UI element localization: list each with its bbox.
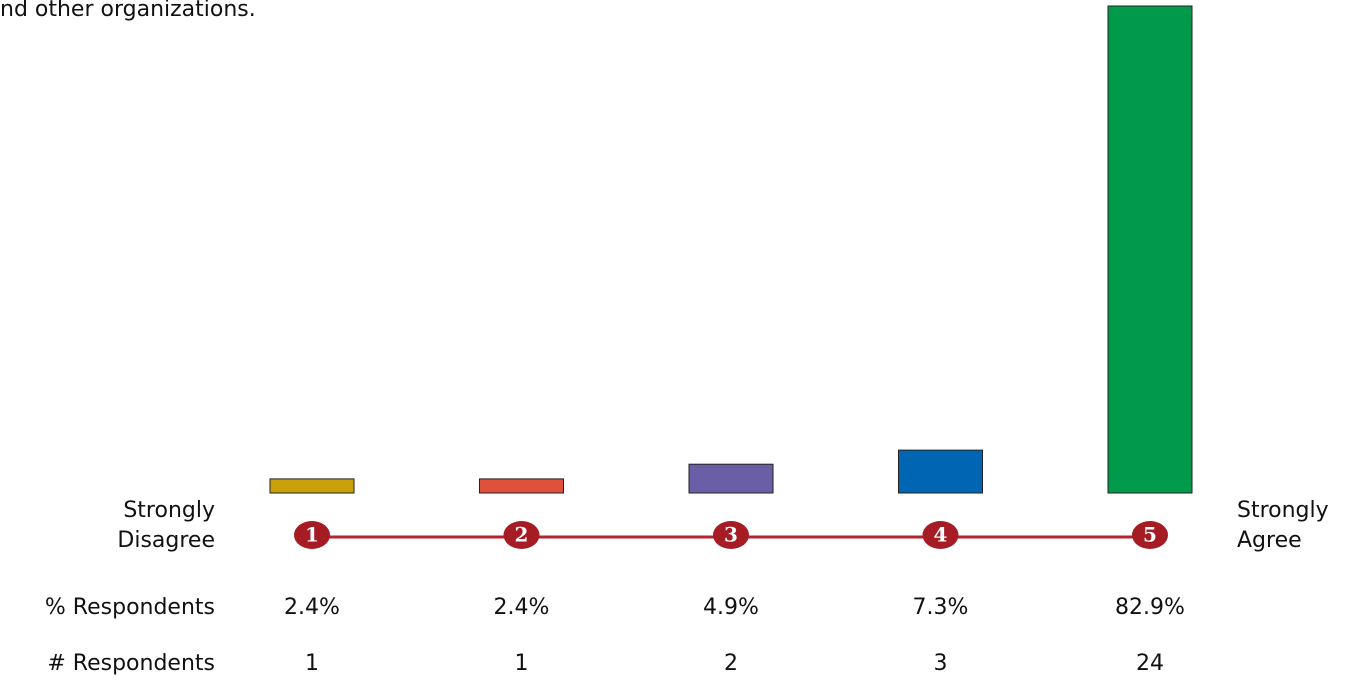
category-label: 4 bbox=[934, 523, 948, 547]
row-label: # Respondents bbox=[47, 651, 215, 676]
count-label: 2 bbox=[724, 651, 738, 676]
category-label: 2 bbox=[515, 523, 529, 547]
count-label: 1 bbox=[305, 651, 319, 676]
value-label: 82.9% bbox=[1115, 595, 1185, 620]
bar bbox=[479, 478, 564, 494]
value-label: 2.4% bbox=[494, 595, 550, 620]
value-label: 2.4% bbox=[284, 595, 340, 620]
category-label: 1 bbox=[305, 523, 319, 547]
count-label: 1 bbox=[515, 651, 529, 676]
bar bbox=[1107, 5, 1193, 494]
scale-point bbox=[713, 521, 749, 549]
count-label: 24 bbox=[1136, 651, 1164, 676]
row-label: % Respondents bbox=[45, 595, 215, 620]
chart-title: nd other organizations. bbox=[0, 0, 256, 22]
scale-point bbox=[294, 521, 330, 549]
category-label: 5 bbox=[1143, 523, 1157, 547]
bar bbox=[898, 449, 983, 494]
scale-point bbox=[503, 521, 540, 549]
bar bbox=[688, 463, 774, 494]
count-label: 3 bbox=[934, 651, 948, 676]
scale-point bbox=[922, 521, 959, 549]
value-label: 7.3% bbox=[913, 595, 969, 620]
right-label: Strongly Agree bbox=[1237, 498, 1329, 553]
left-label: Strongly Disagree bbox=[117, 498, 215, 553]
scale-point bbox=[1132, 521, 1168, 549]
bar bbox=[269, 478, 355, 494]
category-label: 3 bbox=[724, 523, 738, 547]
value-label: 4.9% bbox=[703, 595, 759, 620]
